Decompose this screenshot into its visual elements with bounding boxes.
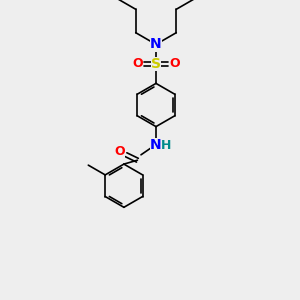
Text: S: S (151, 57, 161, 71)
Text: N: N (150, 138, 162, 152)
Text: O: O (132, 57, 143, 70)
Text: O: O (115, 145, 125, 158)
Text: H: H (161, 139, 172, 152)
Text: N: N (150, 38, 162, 51)
Text: O: O (169, 57, 180, 70)
